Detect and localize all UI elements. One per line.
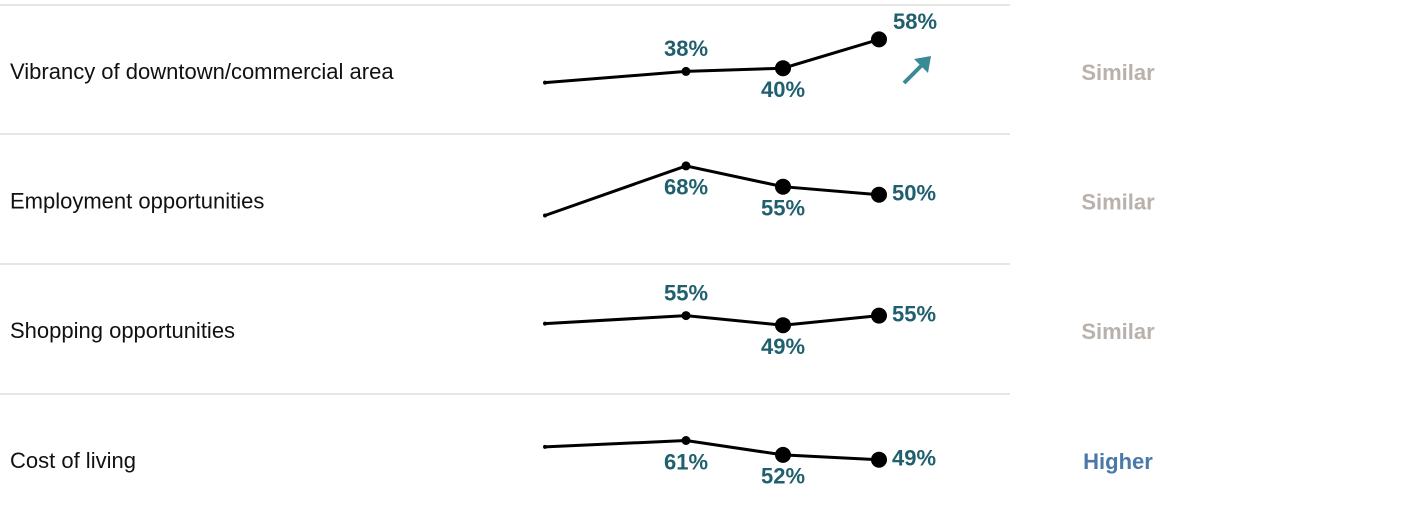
point xyxy=(871,31,887,48)
point xyxy=(681,161,691,171)
point xyxy=(871,307,887,324)
point xyxy=(543,444,547,449)
point xyxy=(871,186,887,203)
point xyxy=(775,446,791,463)
value-label: 38% xyxy=(664,36,708,61)
value-label: 68% xyxy=(664,175,708,200)
value-label: 52% xyxy=(761,464,805,489)
sparkline xyxy=(544,438,880,462)
sparkline xyxy=(544,37,880,85)
value-label: 55% xyxy=(761,196,805,221)
point xyxy=(543,80,547,85)
point xyxy=(775,317,791,334)
point xyxy=(775,178,791,195)
value-label: 58% xyxy=(893,9,937,34)
point xyxy=(871,451,887,468)
value-label: 40% xyxy=(761,77,805,102)
point xyxy=(681,436,691,445)
value-label: 55% xyxy=(664,280,708,305)
value-label: 55% xyxy=(892,301,936,326)
trend-arrow xyxy=(902,56,931,85)
point xyxy=(543,321,547,326)
row-label: Shopping opportunities xyxy=(10,318,235,343)
value-label: 49% xyxy=(761,334,805,359)
value-label: 49% xyxy=(892,446,936,471)
sparkline xyxy=(544,164,880,217)
value-label: 61% xyxy=(664,449,708,474)
row-label: Employment opportunities xyxy=(10,189,264,214)
comparison: Similar xyxy=(1081,60,1155,85)
sparkline xyxy=(544,314,880,327)
point xyxy=(681,311,691,321)
point xyxy=(543,213,547,218)
comparison: Higher xyxy=(1083,449,1153,474)
row-label: Cost of living xyxy=(10,448,136,473)
row-label: Vibrancy of downtown/commercial area xyxy=(10,59,394,84)
point xyxy=(681,66,691,76)
point xyxy=(775,60,791,77)
comparison: Similar xyxy=(1081,319,1155,344)
value-label: 50% xyxy=(892,181,936,206)
comparison: Similar xyxy=(1081,190,1155,215)
